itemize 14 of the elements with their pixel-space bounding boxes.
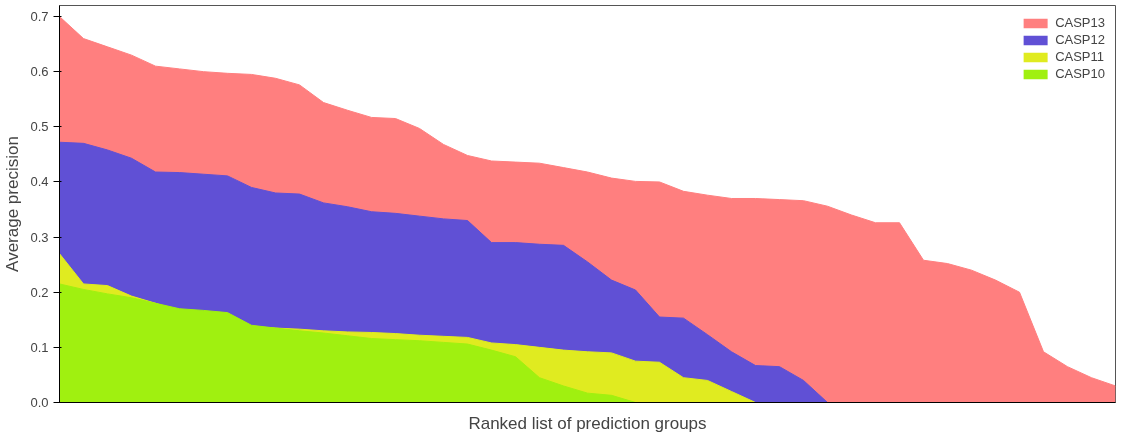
- y-tick-label: 0.7: [30, 9, 49, 25]
- legend-label: CASP10: [1055, 66, 1105, 81]
- y-tick-label: 0.2: [30, 284, 49, 300]
- y-tick-label: 0.4: [30, 174, 49, 190]
- y-tick-label: 0.5: [30, 119, 49, 135]
- legend-label: CASP12: [1055, 32, 1105, 47]
- legend-label: CASP13: [1055, 15, 1105, 30]
- y-tick-label: 0.6: [30, 64, 49, 80]
- y-tick-label: 0.0: [30, 395, 49, 410]
- y-tick-label: 0.1: [30, 339, 49, 355]
- legend-label: CASP11: [1055, 49, 1105, 64]
- y-tick-label: 0.3: [30, 229, 49, 245]
- y-axis-title: Average precision: [3, 136, 23, 272]
- x-axis-title: Ranked list of prediction groups: [468, 413, 707, 433]
